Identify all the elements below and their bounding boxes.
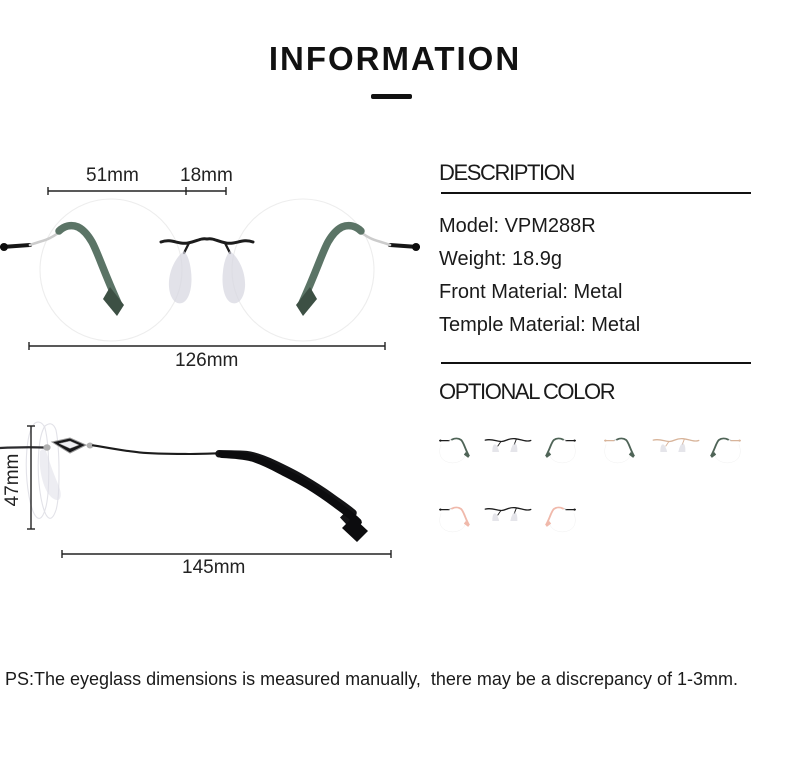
svg-text:47mm: 47mm	[2, 454, 23, 507]
